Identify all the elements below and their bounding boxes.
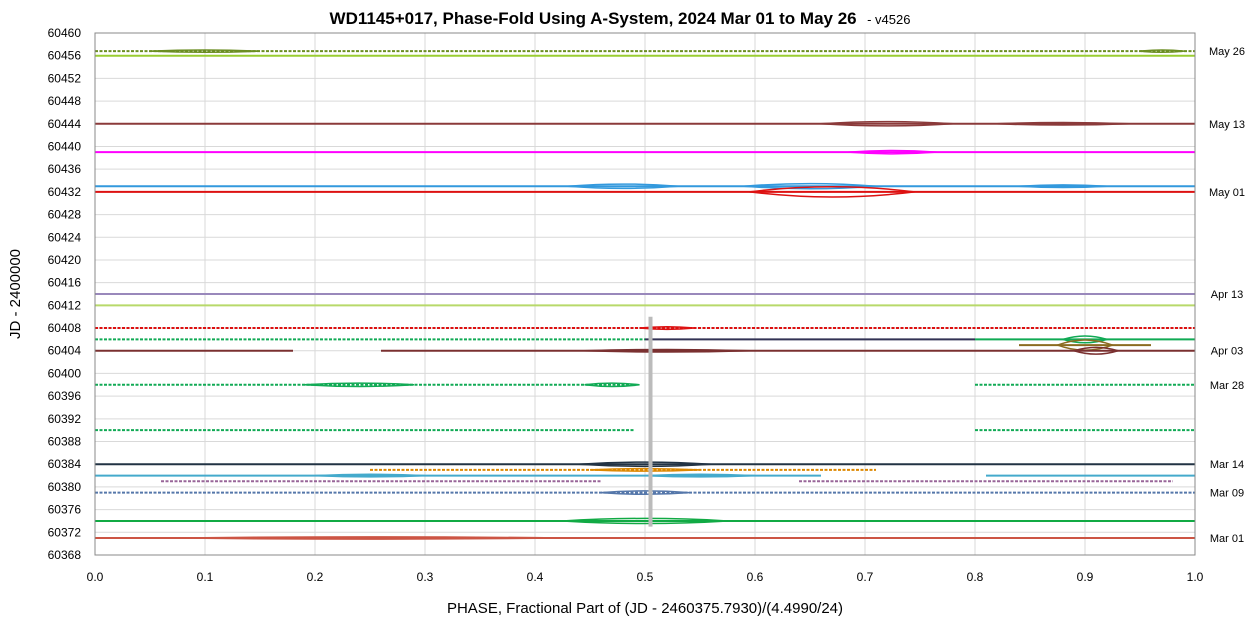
- series-dip-mark: [1018, 184, 1108, 189]
- y-axis-label: JD - 2400000: [7, 249, 24, 339]
- y-tick-label: 60416: [48, 276, 82, 290]
- series-18: [95, 473, 1195, 478]
- series-dip-mark: [562, 517, 728, 525]
- series-0: [95, 49, 1195, 54]
- y-tick-label: 60376: [48, 503, 82, 517]
- date-annotation: Mar 14: [1210, 459, 1244, 471]
- series-16: [95, 461, 1195, 468]
- series-dip-mark: [578, 461, 712, 468]
- series-group: [95, 49, 1195, 540]
- series-dip-mark: [589, 467, 701, 472]
- y-tick-label: 60456: [48, 49, 82, 63]
- y-tick-label: 60408: [48, 321, 82, 335]
- date-annotation: Apr 13: [1211, 289, 1243, 301]
- y-tick-labels: 60368 60372 60376 60380 60384 60388 60392 60396…: [48, 26, 82, 562]
- x-tick-label: 0.1: [197, 570, 214, 584]
- series-dip-mark: [749, 186, 915, 198]
- chart-title: WD1145+017, Phase-Fold Using A-System, 2…: [330, 9, 911, 28]
- series-14: [95, 382, 1195, 388]
- y-tick-label: 60460: [48, 26, 82, 40]
- x-tick-label: 0.6: [747, 570, 764, 584]
- series-dip-mark: [177, 536, 563, 540]
- x-tick-label: 0.3: [417, 570, 434, 584]
- x-tick-label: 0.0: [87, 570, 104, 584]
- y-tick-label: 60436: [48, 162, 82, 176]
- y-tick-label: 60444: [48, 117, 82, 131]
- series-dip-mark: [600, 490, 690, 496]
- y-tick-label: 60420: [48, 253, 82, 267]
- y-tick-label: 60372: [48, 525, 82, 539]
- series-dip-mark: [314, 473, 426, 478]
- y-tick-label: 60412: [48, 298, 82, 312]
- series-3: [95, 149, 1195, 155]
- date-annotation: May 13: [1209, 119, 1245, 131]
- x-tick-label: 0.4: [527, 570, 544, 584]
- series-21: [95, 517, 1195, 525]
- series-5: [95, 186, 1195, 198]
- series-17: [370, 467, 876, 472]
- series-8: [95, 326, 1195, 331]
- x-tick-label: 0.8: [967, 570, 984, 584]
- series-dip-mark: [303, 382, 415, 388]
- date-annotation: Mar 09: [1210, 488, 1244, 500]
- series-4: [95, 182, 1195, 190]
- x-tick-labels: 0.0 0.1 0.2 0.3 0.4 0.5 0.6 0.7 0.8 0.9 1.0: [87, 570, 1204, 584]
- x-tick-label: 0.9: [1077, 570, 1094, 584]
- date-annotations: May 26 May 13 May 01 Apr 13 Apr 03 Mar 28 Mar …: [1209, 46, 1245, 545]
- series-dip-mark: [1057, 339, 1115, 351]
- series-12: [1019, 339, 1151, 351]
- date-annotation: Mar 28: [1210, 380, 1244, 392]
- date-annotation: May 01: [1209, 187, 1245, 199]
- x-tick-label: 0.7: [857, 570, 874, 584]
- x-tick-label: 1.0: [1187, 570, 1204, 584]
- series-dip-mark: [644, 473, 756, 478]
- series-dip-mark: [639, 326, 695, 331]
- y-tick-label: 60380: [48, 480, 82, 494]
- series-20: [95, 490, 1195, 496]
- series-dip-mark: [584, 348, 750, 353]
- series-dip-mark: [996, 121, 1130, 126]
- y-tick-label: 60424: [48, 230, 82, 244]
- y-tick-label: 60452: [48, 71, 82, 85]
- date-annotation: Apr 03: [1211, 346, 1243, 358]
- y-tick-label: 60384: [48, 457, 82, 471]
- series-dip-mark: [584, 382, 640, 388]
- x-tick-label: 0.5: [637, 570, 654, 584]
- y-tick-label: 60368: [48, 548, 82, 562]
- series-dip-mark: [1139, 49, 1185, 54]
- series-dip-mark: [567, 183, 679, 190]
- date-annotation: Mar 01: [1210, 533, 1244, 545]
- y-tick-label: 60440: [48, 139, 82, 153]
- chart-title-main: WD1145+017, Phase-Fold Using A-System, 2…: [330, 9, 857, 28]
- series-2: [95, 120, 1195, 127]
- y-tick-label: 60404: [48, 344, 82, 358]
- x-tick-label: 0.2: [307, 570, 324, 584]
- x-axis-label: PHASE, Fractional Part of (JD - 2460375.…: [447, 600, 843, 617]
- series-22: [95, 536, 1195, 540]
- y-tick-label: 60400: [48, 366, 82, 380]
- series-dip-mark: [1062, 335, 1110, 344]
- y-tick-label: 60388: [48, 435, 82, 449]
- y-tick-label: 60432: [48, 185, 82, 199]
- chart-title-subtitle: - v4526: [867, 12, 910, 27]
- series-dip-mark: [848, 149, 937, 155]
- series-dip-mark: [820, 120, 954, 127]
- y-tick-label: 60448: [48, 94, 82, 108]
- y-tick-label: 60392: [48, 412, 82, 426]
- date-annotation: May 26: [1209, 46, 1245, 58]
- series-13: [95, 346, 1195, 355]
- y-tick-label: 60396: [48, 389, 82, 403]
- series-dip-mark: [149, 49, 261, 54]
- series-dip-mark: [1073, 346, 1121, 355]
- y-tick-label: 60428: [48, 208, 82, 222]
- plot-area-frame: [94, 32, 1196, 556]
